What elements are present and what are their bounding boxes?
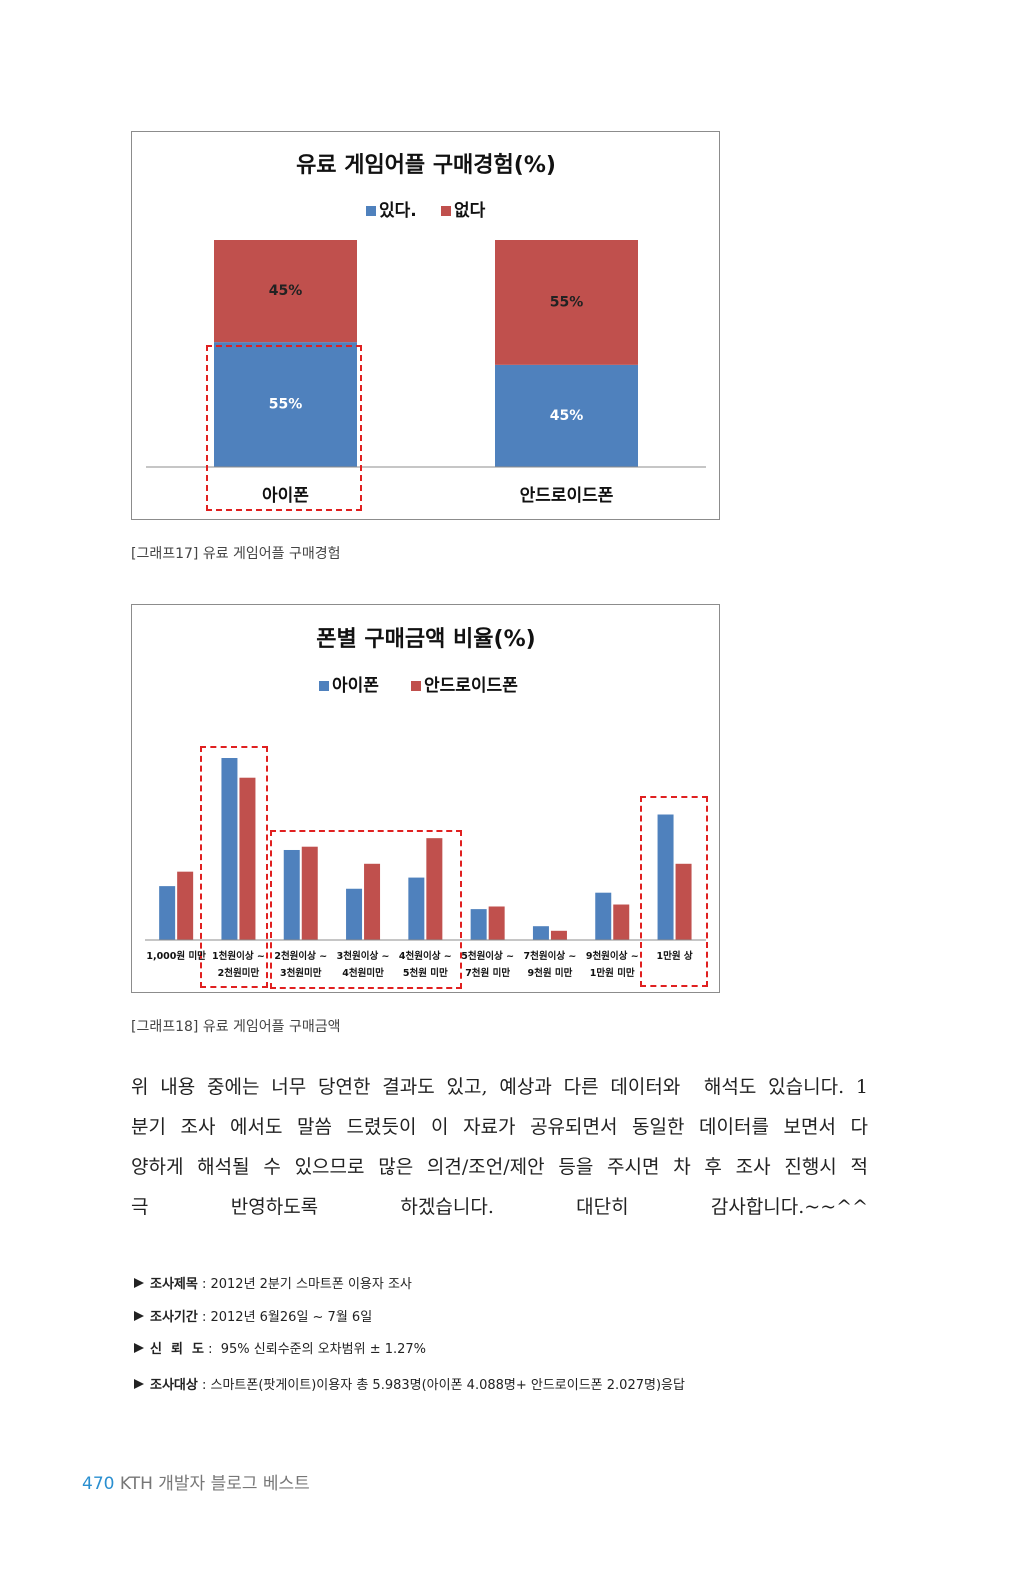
highlight-box xyxy=(200,746,268,988)
survey-label: 조사대상 xyxy=(150,1378,198,1393)
bar xyxy=(613,904,630,940)
highlight-box xyxy=(640,796,708,987)
bar xyxy=(221,758,238,940)
bar xyxy=(532,926,549,940)
bar-segment xyxy=(495,240,638,365)
bar xyxy=(301,846,318,940)
paragraph-line: 분기 조사 에서도 말씀 드렸듯이 이 자료가 공유되면서 동일한 데이터를 보… xyxy=(131,1116,868,1138)
paragraph-line: 양하게 해석될 수 있으므로 많은 의견/조언/제안 등을 주시면 차 후 조사… xyxy=(131,1156,868,1178)
x-tick-label: 7천원이상 ~ 9천원 미만 xyxy=(523,951,577,979)
survey-text: : 95% 신뢰수준의 오차범위 ± 1.27% xyxy=(203,1342,427,1357)
legend-swatch xyxy=(441,206,451,216)
bullet-icon xyxy=(134,1278,144,1288)
survey-text: : 2012년 6월26일 ~ 7월 6일 xyxy=(197,1310,373,1325)
value-label: 55% xyxy=(269,397,303,413)
survey-item: 조사기간 : 2012년 6월26일 ~ 7월 6일 xyxy=(133,1306,372,1325)
legend-label: 없다 xyxy=(454,201,486,221)
bar xyxy=(488,906,505,940)
survey-text: : 스마트폰(팟게이트)이용자 총 5.983명(아이폰 4.088명+ 안드로… xyxy=(197,1378,685,1393)
chart-frame: 폰별 구매금액 비율(%) 아이폰 안드로이드폰 1,000원 미만 1천원이상 ~ … xyxy=(131,604,720,993)
chart: 유료 게임어플 구매경험(%) 있다. 없다 55% 45% 아이폰 45% 55% 안드로이드… xyxy=(146,152,706,506)
survey-label: 신 뢰 도 xyxy=(150,1342,204,1357)
page-number: 470 xyxy=(82,1474,115,1494)
bar xyxy=(159,886,176,940)
bullet-triangle xyxy=(134,1278,144,1288)
x-tick-label: 4천원이상 ~ 5천원 미만 xyxy=(398,951,452,979)
survey-item: 신 뢰 도 : 95% 신뢰수준의 오차범위 ± 1.27% xyxy=(133,1338,426,1357)
bullet-icon xyxy=(134,1311,144,1321)
legend-label: 안드로이드폰 xyxy=(424,676,518,696)
highlight-box xyxy=(270,830,462,989)
x-tick-label: 3천원이상 ~ 4천원미만 xyxy=(336,951,390,979)
x-tick-label: 2천원이상 ~ 3천원미만 xyxy=(274,951,328,979)
legend-label: 있다. xyxy=(379,201,417,221)
chart-frame: 유료 게임어플 구매경험(%) 있다. 없다 55% 45% 아이폰 45% 55% 안드로이드… xyxy=(131,131,720,520)
legend-swatch xyxy=(411,681,421,691)
bar xyxy=(550,930,567,940)
paragraph-line: 위 내용 중에는 너무 당연한 결과도 있고, 예상과 다른 데이터와 해석도 … xyxy=(131,1076,868,1098)
legend-swatch xyxy=(319,681,329,691)
survey-item: 조사대상 : 스마트폰(팟게이트)이용자 총 5.983명(아이폰 4.088명… xyxy=(133,1374,685,1393)
caption: [그래프18] 유료 게임어플 구매금액 xyxy=(131,1019,341,1035)
x-tick-label: 아이폰 xyxy=(262,486,309,506)
footer: 470 KTH 개발자 블로그 베스트 xyxy=(82,1469,310,1494)
bar-segment xyxy=(214,240,357,343)
paragraph-line: 극 반영하도록 하겠습니다. 대단히 감사합니다.~~^^ xyxy=(131,1196,868,1218)
value-label: 45% xyxy=(269,283,303,299)
bar xyxy=(657,814,674,940)
bar xyxy=(364,863,381,940)
value-label: 45% xyxy=(550,408,584,424)
footer-title: KTH 개발자 블로그 베스트 xyxy=(119,1474,310,1494)
bar xyxy=(675,863,692,940)
chart-title: 유료 게임어플 구매경험(%) xyxy=(296,152,556,178)
survey-item: 조사제목 : 2012년 2분기 스마트폰 이용자 조사 xyxy=(133,1273,412,1292)
chart-title: 폰별 구매금액 비율(%) xyxy=(316,627,535,652)
bar xyxy=(470,909,487,940)
bar xyxy=(346,888,363,940)
x-tick-label: 9천원이상 ~ 1만원 미만 xyxy=(585,951,639,979)
bullet-triangle xyxy=(134,1343,144,1353)
paragraph: 위 내용 중에는 너무 당연한 결과도 있고, 예상과 다른 데이터와 해석도 … xyxy=(131,1067,868,1227)
x-tick-label: 5천원이상 ~ 7천원 미만 xyxy=(461,951,515,979)
caption: [그래프17] 유료 게임어플 구매경험 xyxy=(131,546,341,562)
bar-segment xyxy=(214,342,357,467)
legend-label: 아이폰 xyxy=(332,676,379,696)
survey-label: 조사기간 xyxy=(150,1310,198,1325)
bullet-triangle xyxy=(134,1311,144,1321)
bar-segment xyxy=(495,364,638,467)
chart: 폰별 구매금액 비율(%) 아이폰 안드로이드폰 xyxy=(145,627,706,941)
bar xyxy=(177,871,194,940)
legend-swatch xyxy=(366,206,376,216)
bar xyxy=(408,877,425,940)
x-tick-label: 안드로이드폰 xyxy=(520,486,614,506)
x-tick-label: 1,000원 미만 xyxy=(146,951,206,962)
bar xyxy=(426,838,443,940)
bullet-icon xyxy=(134,1379,144,1389)
bullet-triangle xyxy=(134,1379,144,1389)
highlight-box xyxy=(206,345,362,511)
survey-text: : 2012년 2분기 스마트폰 이용자 조사 xyxy=(197,1277,412,1292)
x-tick-label: 1천원이상 ~ 2천원미만 xyxy=(212,951,265,979)
bar xyxy=(283,849,300,940)
bar xyxy=(595,892,612,940)
bullet-icon xyxy=(134,1343,144,1353)
value-label: 55% xyxy=(550,294,584,310)
x-tick-label: 1만원 상 xyxy=(656,951,693,962)
survey-label: 조사제목 xyxy=(150,1277,198,1292)
bar xyxy=(239,777,256,940)
